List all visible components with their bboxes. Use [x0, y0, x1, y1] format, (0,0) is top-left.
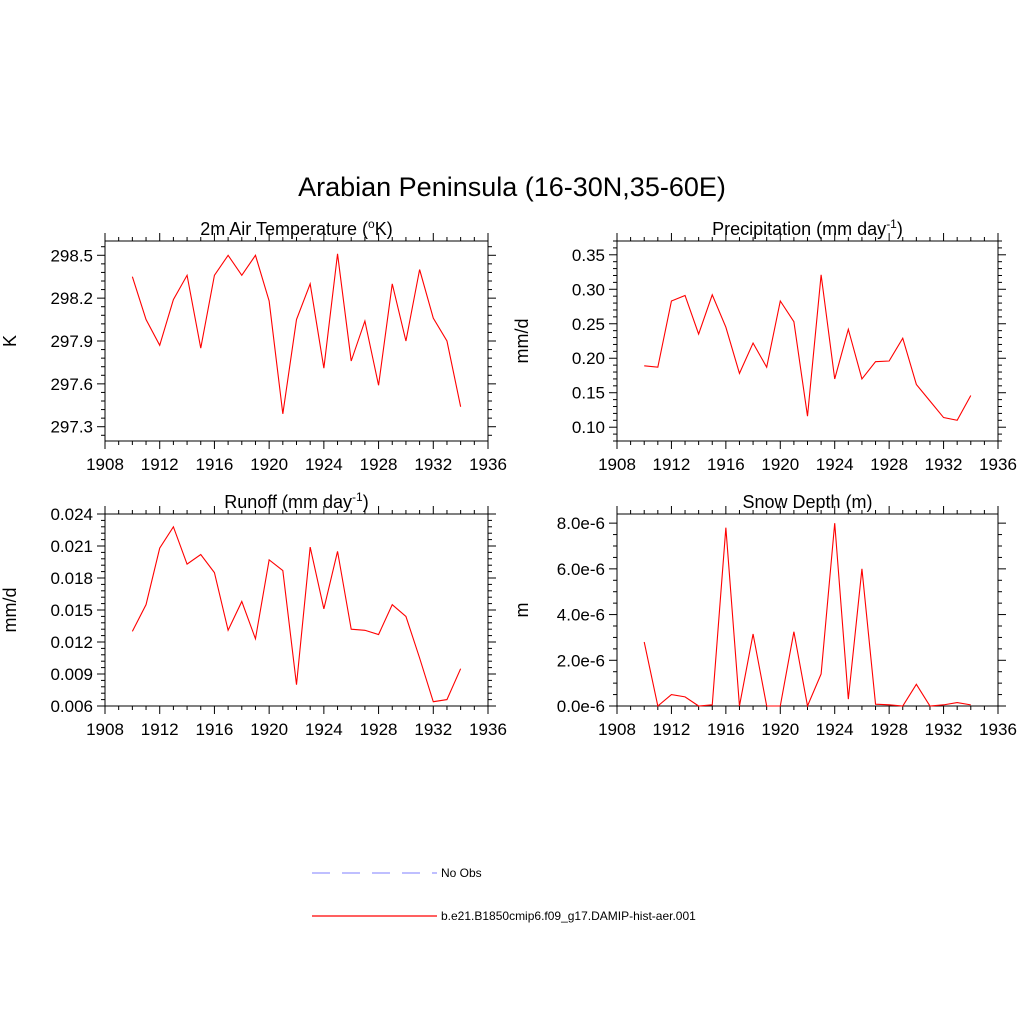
panel-3: 1908 1912 1916 1920 1924 1928 1932 1936 0.006 0.0…	[0, 490, 507, 739]
x-tick-label: 1920	[250, 455, 288, 474]
y-tick-label: 0.009	[50, 665, 93, 684]
x-tick-label: 1908	[86, 455, 124, 474]
y-tick-label: 8.0e-6	[557, 514, 605, 533]
y-tick-label: 0.15	[572, 384, 605, 403]
y-axis-label: m	[512, 603, 532, 618]
y-tick-label: 0.25	[572, 315, 605, 334]
x-tick-label: 1932	[414, 720, 452, 739]
panel-title: Snow Depth (m)	[742, 492, 872, 512]
panel-title-superscript: o	[368, 217, 375, 231]
x-tick-label: 1936	[979, 720, 1017, 739]
y-tick-label: 297.9	[50, 332, 93, 351]
y-tick-label: 0.0e-6	[557, 697, 605, 716]
series-line	[644, 274, 972, 421]
panel-1: 1908 1912 1916 1920 1924 1928 1932 1936 297.3 297…	[0, 217, 507, 474]
y-tick-label: 298.5	[50, 246, 93, 265]
x-tick-label: 1912	[141, 720, 179, 739]
x-tick-label: 1912	[141, 455, 179, 474]
y-axis-label: mm/d	[512, 319, 532, 364]
panel-2: 1908 1912 1916 1920 1924 1928 1932 1936 0.10 0.15…	[512, 217, 1017, 474]
y-tick-label: 0.015	[50, 601, 93, 620]
series-line	[643, 523, 971, 708]
y-tick-label: 0.018	[50, 569, 93, 588]
y-tick-label: 298.2	[50, 289, 93, 308]
series-line	[131, 253, 462, 414]
y-tick-label: 4.0e-6	[557, 606, 605, 625]
panel-title: Precipitation (mm day-1)	[712, 217, 903, 239]
x-tick-label: 1908	[598, 720, 636, 739]
panel-title-superscript: -1	[886, 217, 897, 231]
y-tick-label: 0.20	[572, 349, 605, 368]
y-axis-label: mm/d	[0, 588, 20, 633]
y-axis-label: K	[0, 335, 20, 347]
x-tick-label: 1924	[816, 455, 854, 474]
x-tick-label: 1912	[653, 720, 691, 739]
x-tick-label: 1912	[653, 455, 691, 474]
x-tick-label: 1916	[707, 720, 745, 739]
y-tick-label: 0.006	[50, 697, 93, 716]
y-tick-label: 0.35	[572, 246, 605, 265]
x-tick-label: 1928	[360, 455, 398, 474]
plot-frame	[616, 513, 999, 707]
x-tick-label: 1916	[196, 720, 234, 739]
x-tick-label: 1936	[979, 455, 1017, 474]
x-tick-label: 1908	[86, 720, 124, 739]
panel-title-main: 2m Air Temperature (	[200, 219, 368, 239]
x-tick-label: 1920	[761, 720, 799, 739]
y-tick-label: 0.024	[50, 505, 93, 524]
legend-label-1: No Obs	[441, 866, 482, 880]
x-tick-label: 1932	[925, 720, 963, 739]
y-tick-label: 297.6	[50, 375, 93, 394]
panel-title-main: Precipitation (mm day	[712, 219, 886, 239]
y-tick-label: 0.30	[572, 280, 605, 299]
x-tick-label: 1916	[196, 455, 234, 474]
legend: No Obs b.e21.B1850cmip6.f09_g17.DAMIP-his…	[312, 866, 696, 923]
plot-frame	[104, 240, 489, 442]
x-tick-label: 1908	[598, 455, 636, 474]
figure-title: Arabian Peninsula (16-30N,35-60E)	[298, 172, 726, 202]
y-tick-label: 6.0e-6	[557, 560, 605, 579]
x-tick-label: 1928	[870, 720, 908, 739]
y-tick-label: 0.021	[50, 537, 93, 556]
x-tick-label: 1920	[250, 720, 288, 739]
x-tick-label: 1928	[360, 720, 398, 739]
x-tick-label: 1924	[816, 720, 854, 739]
panel-title-end: )	[363, 492, 369, 512]
x-tick-label: 1920	[761, 455, 799, 474]
panel-title-main: Runoff (mm day	[224, 492, 352, 512]
x-tick-label: 1932	[925, 455, 963, 474]
x-tick-label: 1924	[305, 720, 343, 739]
panels: 1908 1912 1916 1920 1924 1928 1932 1936 297.3 297…	[0, 217, 1017, 739]
panel-title-end: )	[897, 219, 903, 239]
x-tick-label: 1924	[305, 455, 343, 474]
panel-title-main: Snow Depth (m)	[742, 492, 872, 512]
legend-label-2: b.e21.B1850cmip6.f09_g17.DAMIP-hist-aer.…	[441, 909, 696, 923]
x-tick-label: 1932	[414, 455, 452, 474]
y-tick-label: 2.0e-6	[557, 651, 605, 670]
x-tick-label: 1936	[469, 455, 507, 474]
series-line	[131, 525, 462, 703]
y-tick-label: 0.10	[572, 418, 605, 437]
panel-title: Runoff (mm day-1)	[224, 490, 368, 512]
x-tick-label: 1936	[469, 720, 507, 739]
y-tick-label: 297.3	[50, 418, 93, 437]
panel-title: 2m Air Temperature (oK)	[200, 217, 392, 239]
x-tick-label: 1916	[707, 455, 745, 474]
plot-frame	[104, 513, 489, 707]
panel-title-end: K)	[375, 219, 393, 239]
y-tick-label: 0.012	[50, 633, 93, 652]
panel-4: 1908 1912 1916 1920 1924 1928 1932 1936 0.0e-6 2.…	[512, 492, 1017, 739]
x-tick-label: 1928	[870, 455, 908, 474]
panel-title-superscript: -1	[352, 490, 363, 504]
